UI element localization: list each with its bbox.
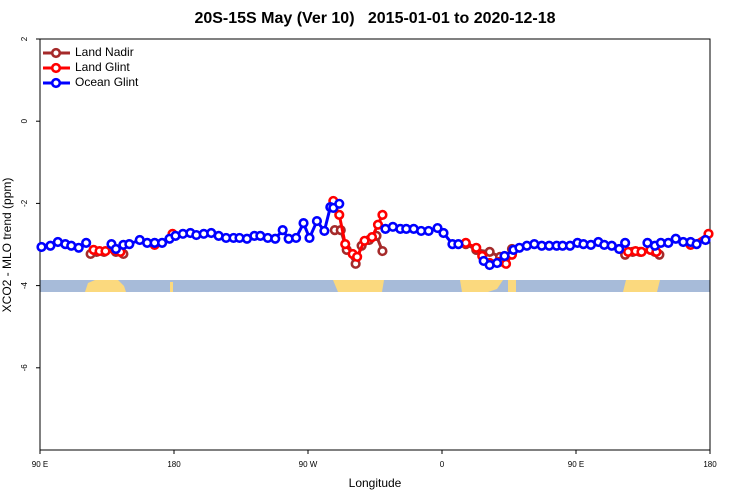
y-tick-label: -2 (20, 199, 29, 207)
point (691, 238, 702, 250)
point (352, 251, 363, 262)
point (500, 258, 512, 269)
y-tick-label: 2 (20, 36, 29, 41)
y-axis-label: XCO2 - MLO trend (ppm) (0, 178, 14, 313)
point (319, 225, 330, 237)
point (110, 243, 122, 255)
point (614, 243, 625, 255)
point (491, 257, 503, 269)
land-band (460, 280, 503, 292)
point (45, 240, 56, 251)
point (340, 238, 351, 250)
point (700, 234, 711, 246)
series (88, 195, 714, 269)
point (377, 245, 388, 257)
x-tick-label: 90 E (568, 460, 584, 469)
point (471, 242, 482, 253)
land-band (508, 280, 516, 292)
point (377, 209, 388, 221)
point (290, 232, 302, 244)
x-tick-label: 180 (703, 460, 717, 469)
land-band (333, 280, 384, 292)
point (453, 238, 464, 250)
point (304, 232, 315, 244)
legend-swatch (50, 47, 62, 59)
land-band (170, 282, 173, 292)
y-tick-label: -4 (20, 281, 29, 289)
series (36, 198, 711, 271)
point (73, 242, 84, 253)
point (100, 245, 111, 257)
point (438, 227, 449, 239)
y-tick-label: 0 (20, 118, 29, 123)
legend-swatch (50, 77, 62, 89)
x-tick-label: 90 E (32, 460, 48, 469)
point (36, 241, 47, 253)
y-tick-label: -6 (20, 364, 29, 372)
point (124, 238, 135, 250)
point (620, 237, 631, 248)
x-tick-label: 180 (167, 460, 181, 469)
legend-label: Land Nadir (75, 45, 134, 59)
surface-band (40, 280, 710, 292)
point (277, 225, 288, 236)
point (334, 209, 345, 221)
point (359, 235, 370, 246)
point (334, 198, 345, 209)
point (636, 246, 647, 257)
chart-title: 20S-15S May (Ver 10) 2015-01-01 to 2020-… (194, 10, 555, 27)
land-band (85, 280, 126, 292)
land-band (623, 280, 660, 292)
x-tick-label: 90 W (299, 460, 318, 469)
point (81, 237, 92, 248)
point (423, 225, 434, 237)
point (156, 237, 168, 248)
point (366, 232, 378, 243)
point (270, 233, 281, 244)
legend-label: Ocean Glint (75, 75, 139, 89)
x-axis-label: Longitude (349, 476, 402, 490)
point (499, 250, 510, 262)
point (484, 246, 495, 257)
point (298, 218, 309, 229)
point (372, 219, 384, 230)
x-tick-label: 0 (440, 460, 445, 469)
point (311, 215, 323, 227)
legend-swatch (50, 62, 62, 74)
point (663, 237, 674, 248)
legend-label: Land Glint (75, 60, 130, 74)
